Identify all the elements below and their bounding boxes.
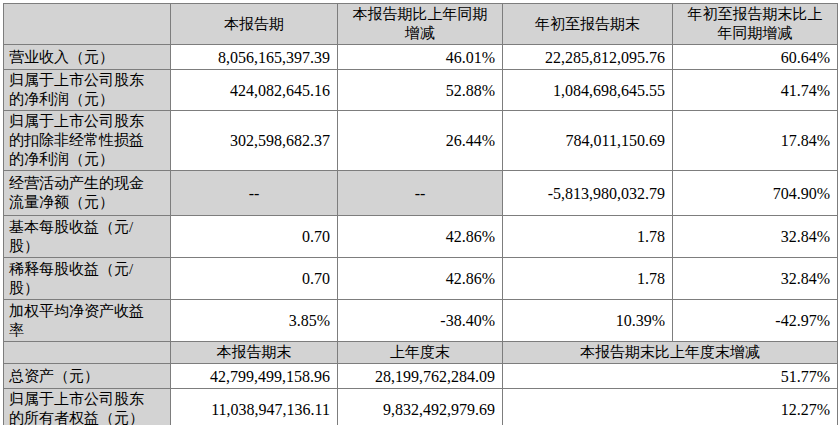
cell-ytd-yoy-change: 41.74% xyxy=(673,70,838,111)
cell-ytd-yoy-change: 60.64% xyxy=(673,45,838,70)
cell-end-of-period: 11,038,947,136.11 xyxy=(171,389,338,425)
row-label: 归属于上市公司股东的所有者权益（元） xyxy=(4,389,171,425)
cell-current-period: 8,056,165,397.39 xyxy=(171,45,338,70)
row-operating-cash-flow: 经营活动产生的现金流量净额（元） -- -- -5,813,980,032.79… xyxy=(4,171,838,216)
cell-current-period-yoy-change: 42.86% xyxy=(338,258,503,300)
header-cell-end-of-period: 本报告期末 xyxy=(171,342,338,364)
cell-ytd-yoy-change: -42.97% xyxy=(673,300,838,342)
cell-current-period: 424,082,645.16 xyxy=(171,70,338,111)
cell-ytd-yoy-change: 17.84% xyxy=(673,111,838,171)
row-label: 稀释每股收益（元/股） xyxy=(4,258,171,300)
header-cell-ytd: 年初至报告期末 xyxy=(503,4,673,45)
cell-current-period: 3.85% xyxy=(171,300,338,342)
cell-end-vs-prior-year-change: 12.27% xyxy=(503,389,838,425)
row-label: 加权平均净资产收益率 xyxy=(4,300,171,342)
cell-end-of-prior-year: 28,199,762,284.09 xyxy=(338,364,503,389)
row-label: 归属于上市公司股东的净利润（元） xyxy=(4,70,171,111)
header-cell-current-period-yoy-change: 本报告期比上年同期增减 xyxy=(338,4,503,45)
header-cell-blank xyxy=(4,4,171,45)
cell-current-period-yoy-change: 26.44% xyxy=(338,111,503,171)
cell-current-period-yoy-change: 42.86% xyxy=(338,216,503,258)
cell-ytd: -5,813,980,032.79 xyxy=(503,171,673,216)
cell-current-period-yoy-change: 52.88% xyxy=(338,70,503,111)
row-diluted-eps: 稀释每股收益（元/股） 0.70 42.86% 1.78 32.84% xyxy=(4,258,838,300)
cell-current-period: -- xyxy=(171,171,338,216)
top-header-row: 本报告期 本报告期比上年同期增减 年初至报告期末 年初至报告期末比上年同期增减 xyxy=(4,4,838,45)
row-total-assets: 总资产（元） 42,799,499,158.96 28,199,762,284.… xyxy=(4,364,838,389)
row-basic-eps: 基本每股收益（元/股） 0.70 42.86% 1.78 32.84% xyxy=(4,216,838,258)
cell-ytd: 1.78 xyxy=(503,216,673,258)
row-label: 营业收入（元） xyxy=(4,45,171,70)
cell-ytd: 10.39% xyxy=(503,300,673,342)
row-shareholders-equity: 归属于上市公司股东的所有者权益（元） 11,038,947,136.11 9,8… xyxy=(4,389,838,425)
financial-summary-table: 本报告期 本报告期比上年同期增减 年初至报告期末 年初至报告期末比上年同期增减 … xyxy=(3,3,838,425)
row-label: 总资产（元） xyxy=(4,364,171,389)
cell-current-period-yoy-change: -38.40% xyxy=(338,300,503,342)
cell-ytd-yoy-change: 704.90% xyxy=(673,171,838,216)
cell-ytd: 22,285,812,095.76 xyxy=(503,45,673,70)
cell-current-period-yoy-change: -- xyxy=(338,171,503,216)
cell-end-vs-prior-year-change: 51.77% xyxy=(503,364,838,389)
row-net-profit-excl-nonrecurring: 归属于上市公司股东的扣除非经常性损益的净利润（元） 302,598,682.37… xyxy=(4,111,838,171)
cell-current-period: 0.70 xyxy=(171,216,338,258)
bottom-header-row: 本报告期末 上年度末 本报告期末比上年度末增减 xyxy=(4,342,838,364)
header-cell-end-vs-prior-year-change: 本报告期末比上年度末增减 xyxy=(503,342,838,364)
cell-ytd: 784,011,150.69 xyxy=(503,111,673,171)
header-cell-current-period: 本报告期 xyxy=(171,4,338,45)
row-label: 归属于上市公司股东的扣除非经常性损益的净利润（元） xyxy=(4,111,171,171)
cell-ytd-yoy-change: 32.84% xyxy=(673,216,838,258)
header-cell-ytd-yoy-change: 年初至报告期末比上年同期增减 xyxy=(673,4,838,45)
cell-current-period: 302,598,682.37 xyxy=(171,111,338,171)
cell-current-period-yoy-change: 46.01% xyxy=(338,45,503,70)
row-label: 经营活动产生的现金流量净额（元） xyxy=(4,171,171,216)
row-operating-revenue: 营业收入（元） 8,056,165,397.39 46.01% 22,285,8… xyxy=(4,45,838,70)
cell-ytd: 1.78 xyxy=(503,258,673,300)
header-cell-blank xyxy=(4,342,171,364)
cell-ytd: 1,084,698,645.55 xyxy=(503,70,673,111)
cell-current-period: 0.70 xyxy=(171,258,338,300)
header-cell-end-of-prior-year: 上年度末 xyxy=(338,342,503,364)
cell-ytd-yoy-change: 32.84% xyxy=(673,258,838,300)
row-weighted-average-roe: 加权平均净资产收益率 3.85% -38.40% 10.39% -42.97% xyxy=(4,300,838,342)
row-label: 基本每股收益（元/股） xyxy=(4,216,171,258)
row-net-profit: 归属于上市公司股东的净利润（元） 424,082,645.16 52.88% 1… xyxy=(4,70,838,111)
cell-end-of-prior-year: 9,832,492,979.69 xyxy=(338,389,503,425)
cell-end-of-period: 42,799,499,158.96 xyxy=(171,364,338,389)
